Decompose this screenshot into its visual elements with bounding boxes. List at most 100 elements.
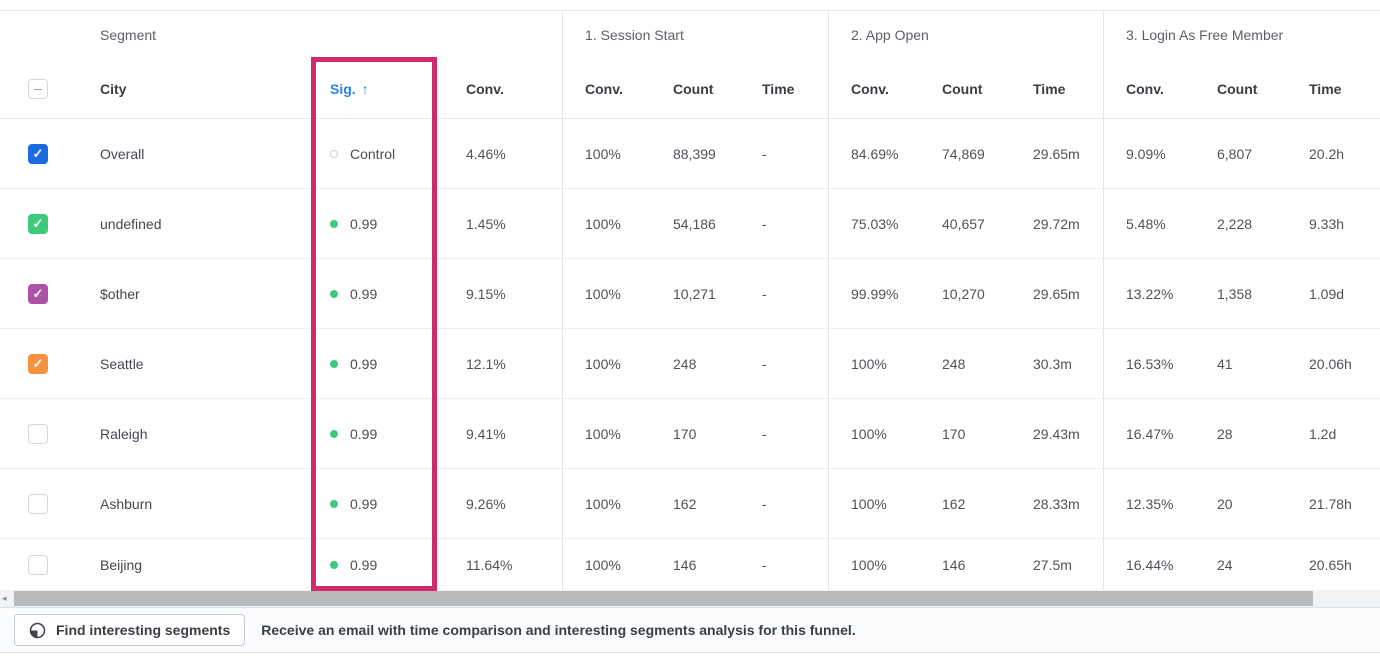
step1-count-column-header[interactable]: Count	[673, 80, 714, 97]
city-cell: Raleigh	[100, 425, 148, 442]
find-interesting-segments-button[interactable]: Find interesting segments	[14, 614, 246, 646]
step1-time-column-header[interactable]: Time	[762, 80, 795, 97]
city-cell: $other	[100, 285, 140, 302]
step2-group-label: 2. App Open	[828, 11, 1103, 59]
step1-time-cell: -	[762, 145, 767, 162]
sig-value: 0.99	[350, 557, 378, 573]
step2-time-column-header[interactable]: Time	[1033, 80, 1066, 97]
step1-count-cell: 170	[673, 425, 697, 442]
step2-time-cell: 29.43m	[1033, 425, 1080, 442]
sig-cell: 0.99	[300, 189, 440, 258]
step3-conv-cell: 16.53%	[1103, 329, 1195, 398]
row-checkbox[interactable]: ✓	[28, 353, 48, 374]
select-cell	[0, 469, 76, 538]
step2-count-column-header[interactable]: Count	[942, 80, 983, 97]
step1-time-cell: -	[762, 557, 767, 573]
indeterminate-dash-icon: –	[34, 79, 42, 96]
step1-conv-cell: 100%	[562, 259, 651, 328]
table-group-header-row: Segment 1. Session Start 2. App Open 3. …	[0, 11, 1380, 59]
select-cell: ✓	[0, 119, 76, 188]
sig-value: 0.99	[350, 355, 378, 372]
checkmark-icon: ✓	[32, 356, 44, 371]
checkmark-icon: ✓	[32, 216, 44, 231]
step1-count-cell: 10,271	[673, 285, 716, 302]
step3-count-cell: 41	[1217, 355, 1233, 372]
sig-marker-icon	[330, 359, 338, 368]
step3-time-cell: 21.78h	[1309, 495, 1352, 512]
step1-count-cell: 88,399	[673, 145, 716, 162]
footer-message: Receive an email with time comparison an…	[261, 622, 856, 638]
scrollbar-thumb[interactable]	[14, 591, 1313, 606]
sig-column-header[interactable]: Sig. ↑	[300, 59, 440, 118]
row-checkbox[interactable]: ✓	[28, 143, 48, 164]
select-all-checkbox[interactable]: –	[28, 78, 48, 99]
step1-conv-cell: 100%	[562, 329, 651, 398]
segments-table: Segment 1. Session Start 2. App Open 3. …	[0, 10, 1380, 591]
table-body: ✓ Overall Control 4.46% 100% 88,399 - 84…	[0, 119, 1380, 591]
step3-count-cell: 6,807	[1217, 145, 1253, 162]
row-checkbox[interactable]	[28, 493, 48, 514]
step3-conv-cell: 16.44%	[1103, 539, 1195, 591]
step2-count-cell: 162	[942, 495, 966, 512]
select-cell: ✓	[0, 329, 76, 398]
horizontal-scrollbar[interactable]: ◂	[0, 590, 1380, 607]
step2-time-cell: 28.33m	[1033, 495, 1080, 512]
step2-count-cell: 170	[942, 425, 966, 442]
step1-conv-cell: 100%	[562, 539, 651, 591]
step1-count-cell: 54,186	[673, 215, 716, 232]
step1-time-cell: -	[762, 215, 767, 232]
step3-time-column-header[interactable]: Time	[1309, 80, 1342, 97]
conv-group-spacer	[440, 11, 562, 59]
step2-count-cell: 40,657	[942, 215, 985, 232]
step3-count-cell: 1,358	[1217, 285, 1253, 302]
group-header-spacer	[0, 11, 76, 59]
step3-group-label: 3. Login As Free Member	[1103, 11, 1380, 59]
sort-ascending-icon: ↑	[361, 80, 369, 97]
step1-group-label: 1. Session Start	[562, 11, 828, 59]
step2-count-cell: 248	[942, 355, 966, 372]
city-cell: Overall	[100, 145, 145, 162]
step2-conv-column-header[interactable]: Conv.	[828, 59, 920, 118]
overall-conv-cell: 11.64%	[466, 557, 513, 573]
sig-marker-icon	[330, 499, 338, 508]
step2-count-cell: 74,869	[942, 145, 985, 162]
step1-count-cell: 162	[673, 495, 697, 512]
select-cell	[0, 539, 76, 591]
step3-time-cell: 20.65h	[1309, 557, 1352, 573]
overall-conv-cell: 9.41%	[466, 425, 506, 442]
step2-time-cell: 29.65m	[1033, 145, 1080, 162]
overall-conv-cell: 4.46%	[466, 145, 506, 162]
select-cell: ✓	[0, 189, 76, 258]
overall-conv-column-header[interactable]: Conv.	[466, 80, 504, 97]
sig-cell: 0.99	[300, 469, 440, 538]
table-row: ✓ undefined 0.99 1.45% 100% 54,186 - 75.…	[0, 189, 1380, 259]
sig-cell: 0.99	[300, 399, 440, 468]
table-row: ✓ Overall Control 4.46% 100% 88,399 - 84…	[0, 119, 1380, 189]
step3-conv-column-header[interactable]: Conv.	[1103, 59, 1195, 118]
segment-group-label: Segment	[100, 27, 157, 43]
row-checkbox[interactable]: ✓	[28, 283, 48, 304]
step3-time-cell: 1.09d	[1309, 285, 1345, 302]
sig-value: 0.99	[350, 425, 378, 442]
city-cell: Ashburn	[100, 495, 153, 512]
step3-count-column-header[interactable]: Count	[1217, 80, 1258, 97]
step1-time-cell: -	[762, 495, 767, 512]
row-checkbox[interactable]	[28, 423, 48, 444]
step2-conv-cell: 75.03%	[828, 189, 920, 258]
checkmark-icon: ✓	[32, 286, 44, 301]
sig-value: 0.99	[350, 285, 378, 302]
city-column-header[interactable]: City	[100, 80, 127, 97]
row-checkbox[interactable]: ✓	[28, 213, 48, 234]
step3-conv-cell: 12.35%	[1103, 469, 1195, 538]
table-row: Raleigh 0.99 9.41% 100% 170 - 100% 170 2…	[0, 399, 1380, 469]
step2-conv-cell: 100%	[828, 539, 920, 591]
row-checkbox[interactable]	[28, 555, 48, 575]
city-cell: Seattle	[100, 355, 144, 372]
scroll-left-arrow-icon[interactable]: ◂	[2, 593, 7, 603]
overall-conv-cell: 9.26%	[466, 495, 506, 512]
overall-conv-cell: 1.45%	[466, 215, 506, 232]
step2-time-cell: 29.72m	[1033, 215, 1080, 232]
sig-marker-icon	[330, 289, 338, 298]
step1-conv-column-header[interactable]: Conv.	[562, 59, 651, 118]
